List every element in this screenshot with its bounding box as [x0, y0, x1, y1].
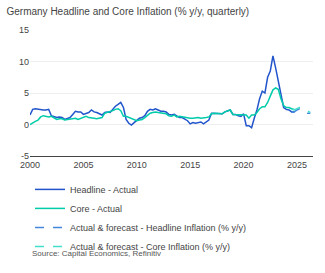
svg-text:2025: 2025	[287, 160, 307, 170]
svg-text:Headline - Actual: Headline - Actual	[70, 185, 138, 195]
svg-text:10: 10	[19, 57, 29, 67]
svg-text:2010: 2010	[127, 160, 147, 170]
svg-text:5: 5	[24, 88, 29, 98]
svg-text:Actual & forecast - Headline I: Actual & forecast - Headline Inflation (…	[70, 223, 246, 233]
svg-text:Actual & forecast - Core Infla: Actual & forecast - Core Inflation (% y/…	[70, 242, 230, 252]
svg-text:2005: 2005	[73, 160, 93, 170]
svg-text:15: 15	[19, 25, 29, 35]
svg-text:2015: 2015	[180, 160, 200, 170]
svg-text:2020: 2020	[234, 160, 254, 170]
svg-text:Source: Capital Economics, Ref: Source: Capital Economics, Refinitiv	[32, 249, 161, 258]
svg-text:0: 0	[24, 120, 29, 130]
svg-text:2000: 2000	[20, 160, 40, 170]
svg-text:Germany Headline and Core Infl: Germany Headline and Core Inflation (% y…	[7, 6, 250, 17]
svg-text:Core - Actual: Core - Actual	[70, 204, 122, 214]
svg-text:-5: -5	[21, 151, 29, 161]
